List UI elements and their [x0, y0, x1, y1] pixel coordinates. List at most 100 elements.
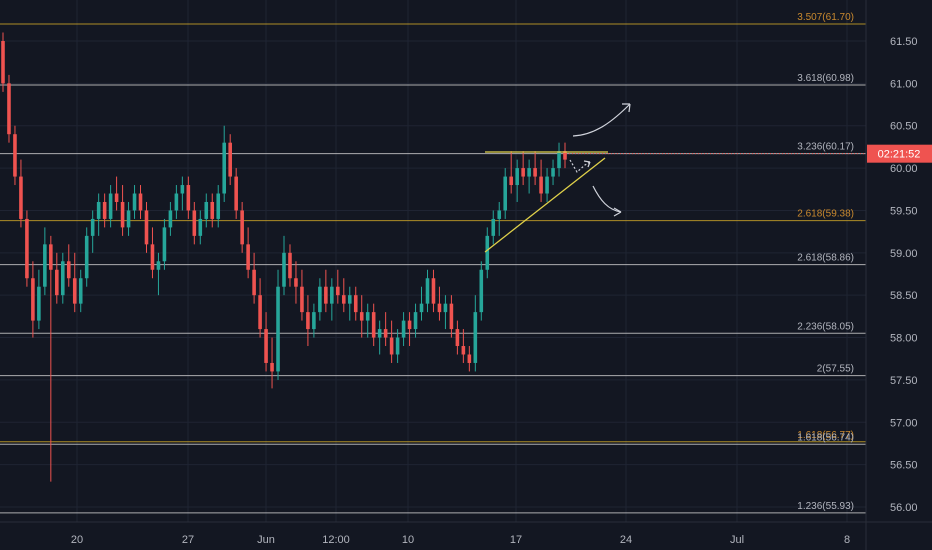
- candle-body: [312, 312, 316, 330]
- candle-body: [210, 201, 215, 219]
- fib-level-label: 3.618(60.98): [797, 73, 854, 84]
- fib-level-label: 2.618(59.38): [797, 209, 854, 220]
- current-price-badge: [867, 144, 932, 163]
- candle-body: [1, 41, 5, 84]
- candle-body: [336, 286, 340, 296]
- candle-body: [407, 320, 412, 330]
- candle-body: [491, 218, 496, 236]
- candle-body: [383, 329, 388, 338]
- fib-level-label: 3.507(61.70): [797, 12, 854, 23]
- y-tick-label: 58.00: [890, 333, 918, 345]
- candle-body: [503, 176, 508, 211]
- candle-body: [180, 185, 185, 194]
- candle-body: [78, 278, 83, 304]
- candle-body: [90, 218, 95, 236]
- candle-body: [551, 168, 555, 177]
- candle-body: [264, 329, 268, 363]
- candle-body: [294, 278, 298, 287]
- candle-body: [162, 227, 167, 262]
- candle-body: [60, 261, 65, 296]
- candle-body: [228, 142, 232, 177]
- current-price-label: 02:21:52: [878, 149, 921, 161]
- x-tick-label: Jul: [730, 534, 744, 546]
- candle-body: [7, 83, 11, 135]
- up-arrow-head-icon: [622, 103, 631, 113]
- y-tick-label: 60.00: [890, 163, 918, 175]
- candle-body: [461, 346, 466, 355]
- y-tick-label: 56.50: [890, 460, 918, 472]
- candle-body: [449, 303, 454, 330]
- candle-body: [527, 168, 531, 177]
- candle-body: [66, 261, 71, 279]
- y-tick-label: 57.50: [890, 375, 918, 387]
- price-tag: 02:21:52: [566, 144, 932, 163]
- candle-body: [138, 193, 143, 211]
- candle-body: [55, 269, 59, 296]
- candle-body: [389, 337, 394, 355]
- candle-body: [347, 295, 352, 304]
- y-tick-label: 59.50: [890, 205, 918, 217]
- candle-body: [473, 312, 478, 363]
- candle-body: [222, 142, 227, 194]
- y-tick-label: 61.00: [890, 78, 918, 90]
- candle-body: [174, 193, 179, 211]
- candle-body: [258, 295, 262, 330]
- fib-levels: 3.507(61.70) 3.618(60.98) 3.236(60.17) 2.61…: [0, 12, 866, 514]
- candle-body: [371, 312, 376, 338]
- candle-body: [282, 252, 286, 287]
- candle-body: [521, 168, 525, 177]
- candle-body: [234, 176, 238, 211]
- candle-body: [246, 244, 250, 270]
- candle-body: [198, 218, 203, 236]
- candle-body: [443, 303, 448, 313]
- candle-body: [276, 286, 280, 372]
- candle-body: [563, 151, 567, 160]
- candle-body: [72, 278, 77, 304]
- y-tick-label: 59.00: [890, 248, 918, 260]
- candle-body: [539, 176, 543, 194]
- candle-body: [13, 134, 17, 177]
- candle-body: [216, 193, 221, 219]
- drawings: [484, 103, 631, 253]
- triangle-bottom-line[interactable]: [484, 157, 606, 253]
- fib-level-label: 2(57.55): [817, 364, 854, 375]
- candle-body: [126, 210, 131, 228]
- x-tick-label: 12:00: [322, 534, 350, 546]
- candle-body: [252, 269, 256, 296]
- candle-body: [425, 278, 430, 304]
- zigzag-arrow-head-icon: [583, 160, 591, 168]
- y-tick-label: 61.50: [890, 36, 918, 48]
- down-arrow-head-icon: [613, 207, 622, 217]
- grid: [0, 0, 866, 522]
- candle-body: [25, 218, 29, 279]
- candle-body: [341, 295, 346, 304]
- candle-body: [19, 176, 23, 219]
- candle-body: [120, 201, 125, 228]
- candle-body: [102, 201, 107, 219]
- candle-body: [306, 312, 310, 330]
- candle-body: [192, 210, 197, 236]
- candle-body: [204, 201, 209, 219]
- candle-body: [132, 193, 137, 211]
- candle-body: [330, 286, 334, 304]
- candle-body: [557, 151, 561, 169]
- candle-body: [467, 354, 472, 363]
- candle-body: [479, 269, 484, 313]
- candle-body: [437, 303, 442, 313]
- down-arrow-path: [592, 185, 622, 213]
- y-tick-label: 56.00: [890, 502, 918, 514]
- candle-body: [108, 193, 113, 219]
- x-tick-label: Jun: [257, 534, 275, 546]
- candle-body: [455, 329, 460, 347]
- candle-body: [353, 295, 358, 313]
- x-tick-label: 10: [402, 534, 414, 546]
- candle-body: [509, 176, 513, 186]
- candle-body: [31, 278, 35, 321]
- candle-body: [43, 244, 47, 287]
- candle-body: [144, 210, 149, 245]
- candle-body: [395, 337, 400, 355]
- candle-body: [359, 312, 364, 321]
- candle-body: [270, 362, 274, 372]
